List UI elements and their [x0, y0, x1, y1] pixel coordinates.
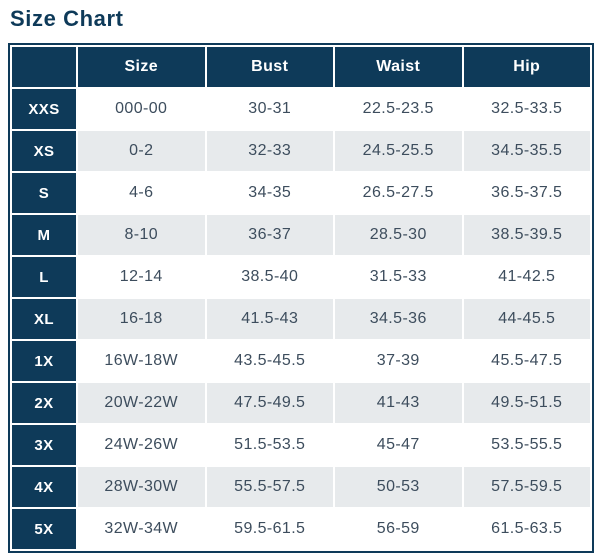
row-label: 4X [12, 467, 76, 507]
row-label: 2X [12, 383, 76, 423]
cell-size: 16W-18W [78, 341, 205, 381]
cell-waist: 45-47 [335, 425, 462, 465]
table-row: S 4-6 34-35 26.5-27.5 36.5-37.5 [12, 173, 590, 213]
cell-waist: 31.5-33 [335, 257, 462, 297]
row-label: XXS [12, 89, 76, 129]
cell-waist: 50-53 [335, 467, 462, 507]
row-label: 5X [12, 509, 76, 549]
cell-hip: 57.5-59.5 [463, 467, 590, 507]
row-label: XS [12, 131, 76, 171]
row-label: S [12, 173, 76, 213]
row-label: 1X [12, 341, 76, 381]
col-header-hip: Hip [463, 47, 590, 87]
cell-hip: 61.5-63.5 [463, 509, 590, 549]
row-label: XL [12, 299, 76, 339]
size-chart-table: Size Bust Waist Hip XXS 000-00 30-31 22.… [8, 43, 594, 553]
cell-bust: 47.5-49.5 [206, 383, 333, 423]
row-label: L [12, 257, 76, 297]
cell-bust: 51.5-53.5 [206, 425, 333, 465]
corner-cell [12, 47, 76, 87]
cell-hip: 38.5-39.5 [463, 215, 590, 255]
col-header-size: Size [78, 47, 205, 87]
table-header-row: Size Bust Waist Hip [12, 47, 590, 87]
cell-waist: 56-59 [335, 509, 462, 549]
cell-bust: 36-37 [206, 215, 333, 255]
cell-size: 12-14 [78, 257, 205, 297]
cell-hip: 53.5-55.5 [463, 425, 590, 465]
cell-hip: 36.5-37.5 [463, 173, 590, 213]
cell-waist: 22.5-23.5 [335, 89, 462, 129]
cell-size: 000-00 [78, 89, 205, 129]
cell-waist: 26.5-27.5 [335, 173, 462, 213]
cell-bust: 32-33 [206, 131, 333, 171]
table-row: XS 0-2 32-33 24.5-25.5 34.5-35.5 [12, 131, 590, 171]
cell-size: 0-2 [78, 131, 205, 171]
cell-hip: 49.5-51.5 [463, 383, 590, 423]
page-title: Size Chart [10, 6, 124, 31]
row-label: 3X [12, 425, 76, 465]
cell-size: 16-18 [78, 299, 205, 339]
col-header-waist: Waist [335, 47, 462, 87]
cell-hip: 45.5-47.5 [463, 341, 590, 381]
table-row: 2X 20W-22W 47.5-49.5 41-43 49.5-51.5 [12, 383, 590, 423]
cell-size: 24W-26W [78, 425, 205, 465]
cell-waist: 24.5-25.5 [335, 131, 462, 171]
cell-hip: 32.5-33.5 [463, 89, 590, 129]
cell-size: 8-10 [78, 215, 205, 255]
cell-bust: 43.5-45.5 [206, 341, 333, 381]
cell-bust: 34-35 [206, 173, 333, 213]
cell-waist: 37-39 [335, 341, 462, 381]
cell-bust: 38.5-40 [206, 257, 333, 297]
cell-hip: 41-42.5 [463, 257, 590, 297]
cell-bust: 30-31 [206, 89, 333, 129]
table-row: 4X 28W-30W 55.5-57.5 50-53 57.5-59.5 [12, 467, 590, 507]
cell-size: 20W-22W [78, 383, 205, 423]
cell-bust: 55.5-57.5 [206, 467, 333, 507]
table-row: 3X 24W-26W 51.5-53.5 45-47 53.5-55.5 [12, 425, 590, 465]
cell-size: 32W-34W [78, 509, 205, 549]
table-row: XL 16-18 41.5-43 34.5-36 44-45.5 [12, 299, 590, 339]
cell-hip: 34.5-35.5 [463, 131, 590, 171]
cell-waist: 34.5-36 [335, 299, 462, 339]
table-row: 5X 32W-34W 59.5-61.5 56-59 61.5-63.5 [12, 509, 590, 549]
cell-waist: 28.5-30 [335, 215, 462, 255]
cell-size: 28W-30W [78, 467, 205, 507]
cell-bust: 59.5-61.5 [206, 509, 333, 549]
table-row: XXS 000-00 30-31 22.5-23.5 32.5-33.5 [12, 89, 590, 129]
col-header-bust: Bust [206, 47, 333, 87]
table-row: L 12-14 38.5-40 31.5-33 41-42.5 [12, 257, 590, 297]
cell-bust: 41.5-43 [206, 299, 333, 339]
cell-hip: 44-45.5 [463, 299, 590, 339]
table-row: 1X 16W-18W 43.5-45.5 37-39 45.5-47.5 [12, 341, 590, 381]
cell-waist: 41-43 [335, 383, 462, 423]
table-row: M 8-10 36-37 28.5-30 38.5-39.5 [12, 215, 590, 255]
cell-size: 4-6 [78, 173, 205, 213]
row-label: M [12, 215, 76, 255]
